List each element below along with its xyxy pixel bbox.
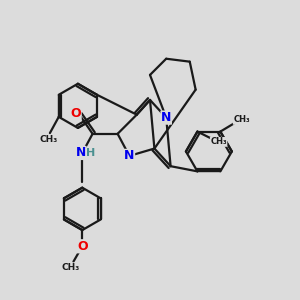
Text: H: H xyxy=(86,148,95,158)
Text: N: N xyxy=(161,111,171,124)
Text: CH₃: CH₃ xyxy=(39,135,58,144)
Text: CH₃: CH₃ xyxy=(210,137,227,146)
Text: CH₃: CH₃ xyxy=(61,263,80,272)
Text: N: N xyxy=(124,149,135,162)
Text: O: O xyxy=(77,240,88,253)
Text: N: N xyxy=(76,146,86,159)
Text: CH₃: CH₃ xyxy=(233,115,250,124)
Text: O: O xyxy=(70,107,81,120)
